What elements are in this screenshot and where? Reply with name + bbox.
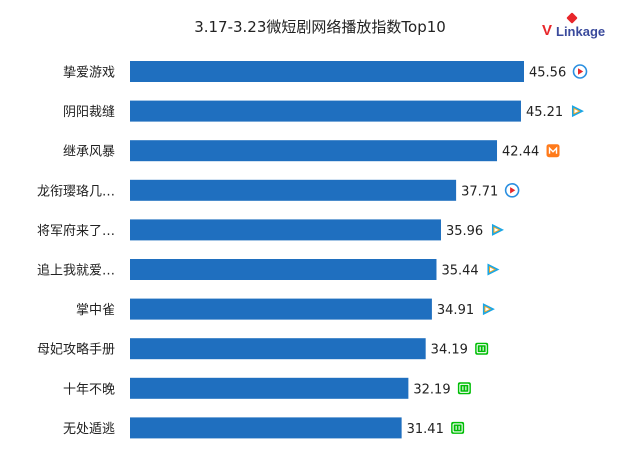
iqiyi-icon-frame — [452, 423, 463, 433]
data-label: 34.91 — [437, 303, 474, 318]
chart-title: 3.17-3.23微短剧网络播放指数Top10 — [194, 18, 446, 36]
tencent-icon-core — [574, 109, 579, 114]
iqiyi-icon-bg — [451, 421, 465, 434]
data-label: 34.19 — [431, 343, 468, 358]
tencent-icon-core — [489, 267, 494, 272]
bar — [130, 417, 402, 439]
category-label: 十年不晚 — [63, 382, 115, 397]
data-label: 45.56 — [529, 66, 566, 81]
data-label: 35.96 — [446, 224, 483, 239]
iqiyi-icon — [451, 421, 465, 434]
category-label: 将军府来了… — [37, 224, 115, 239]
category-label: 龙衔璎珞几… — [37, 184, 115, 199]
iqiyi-icon-bg — [457, 382, 471, 395]
tencent-icon-core — [494, 227, 499, 232]
category-label: 阴阳裁缝 — [63, 104, 115, 120]
iqiyi-icon-bg — [475, 342, 489, 355]
bar — [130, 338, 426, 360]
bar — [130, 219, 441, 241]
youku-icon — [572, 64, 588, 79]
iqiyi-icon — [475, 342, 489, 355]
bar — [130, 179, 457, 201]
bar — [130, 61, 524, 82]
tencent-video-icon — [487, 263, 500, 276]
youku-icon-play — [510, 187, 516, 194]
category-label: 追上我就爱… — [37, 263, 115, 279]
tencent-video-icon — [491, 223, 504, 236]
bar — [130, 259, 437, 280]
data-label: 35.44 — [441, 264, 478, 279]
mango-icon-glyph — [548, 146, 558, 154]
category-label: 挚爱游戏 — [63, 66, 115, 81]
logo-text-rest: Linkage — [556, 24, 606, 39]
mango-icon-bg — [546, 144, 560, 158]
category-label: 母妃攻略手册 — [37, 342, 115, 358]
data-label: 45.21 — [526, 105, 563, 120]
bar — [130, 298, 432, 320]
data-label: 31.41 — [407, 422, 444, 437]
tencent-video-icon — [571, 105, 584, 118]
iqiyi-icon-frame — [459, 383, 470, 393]
logo-text: V — [542, 22, 553, 39]
data-label: 37.71 — [461, 184, 498, 199]
category-label: 掌中雀 — [76, 303, 115, 318]
data-label: 42.44 — [502, 145, 539, 160]
category-label: 继承风暴 — [63, 145, 115, 160]
youku-icon-play — [578, 68, 584, 75]
iqiyi-icon — [457, 382, 471, 395]
iqiyi-icon-frame — [476, 344, 487, 354]
bar — [130, 140, 498, 162]
data-label: 32.19 — [413, 382, 450, 397]
youku-icon — [504, 183, 520, 198]
bar — [130, 100, 521, 122]
tencent-icon-core — [485, 307, 490, 312]
bar — [130, 377, 409, 399]
mangotv-icon — [546, 144, 560, 158]
category-label: 无处遁逃 — [63, 422, 115, 437]
tencent-video-icon — [482, 303, 495, 316]
